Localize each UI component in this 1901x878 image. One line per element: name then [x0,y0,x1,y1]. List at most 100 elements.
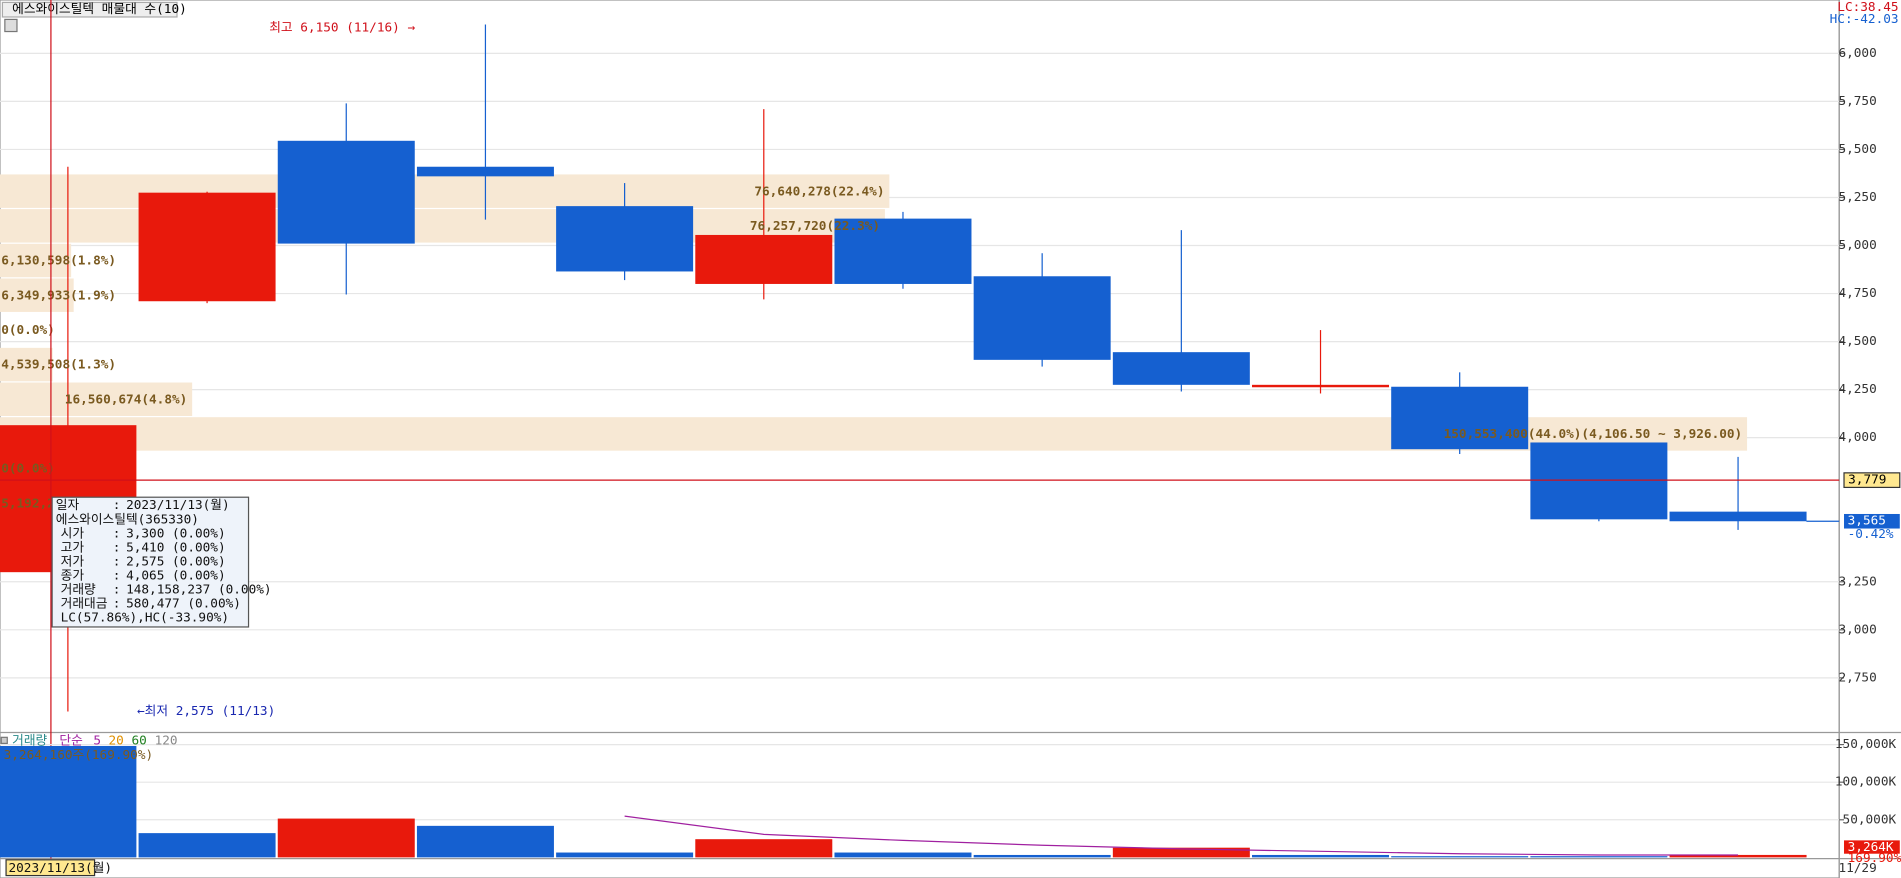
tooltip-value: 2,575 (0.00%) [126,554,226,569]
candle-body [695,234,833,284]
candle-body [277,140,415,244]
tooltip-key: 거래대금 [61,597,108,612]
y-tick-label: 5,000 [1838,238,1876,253]
current-price: 3,565 [1848,514,1886,529]
volume-bar [277,818,415,858]
legend-entry: 120 [155,733,178,748]
tooltip-sep: : [113,526,121,541]
current-change: -0.42% [1848,527,1894,542]
current-price-box [1844,513,1900,529]
y-tick-label: 5,250 [1838,190,1876,205]
volume-bar [1530,856,1668,858]
tooltip-box [51,496,250,628]
tooltip-key: 종가 [61,569,85,584]
volume-bar [416,825,554,858]
profile-label: 4,539,508(1.3%) [1,358,116,373]
y-tick-label: 150,000K [1835,737,1897,752]
y-tick-label: 3,000 [1838,622,1876,637]
y-tick-label: 4,250 [1838,382,1876,397]
profile-label: 76,640,278(22.4%) [754,184,884,199]
tooltip-sep: : [113,569,121,584]
volume-bar [1112,847,1250,858]
profile-label: 16,560,674(4.8%) [65,392,188,407]
x-tick-label: 11/29 [1838,861,1876,876]
tooltip-value: 2023/11/13(월) [126,498,230,513]
tooltip-value: 3,300 (0.00%) [126,526,226,541]
title-box [1,1,178,18]
crosshair-date: 2023/11/13(월) [8,861,112,876]
volume-bar [834,852,972,858]
tooltip-sep: : [113,583,121,598]
chart-title: 에스와이스틸텍 매물대 수(10) [12,2,187,17]
current-volume: 3,264K [1848,840,1894,855]
legend-entry: 거래량 [12,733,47,748]
tooltip-sep: : [113,498,121,513]
y-tick-label: 4,750 [1838,286,1876,301]
tool-icon[interactable] [4,18,18,33]
volume-bar [1252,854,1390,858]
volume-bar [138,833,276,858]
candle-body [138,192,276,302]
legend-entry: 60 [132,733,147,748]
tooltip-value: 580,477 (0.00%) [126,597,241,612]
volume-bar [556,852,694,858]
candle-body [973,276,1111,360]
y-tick-label: 5,500 [1838,142,1876,157]
profile-label: 0(0.0%) [1,323,55,338]
ma-line [624,815,1739,856]
crosshair-price-box [1843,472,1901,489]
y-tick-label: 2,750 [1838,670,1876,685]
profile-label: 76,257,720(22.3%) [750,219,880,234]
volume-bar [695,839,833,858]
current-volume-pct: 169.90% [1848,851,1901,866]
candle-body [1391,386,1529,450]
y-tick-label: 100,000K [1835,775,1897,790]
crosshair-price: 3,779 [1848,473,1886,488]
candle-body [1669,511,1807,522]
legend-entry: 20 [109,733,124,748]
tooltip-key: 거래량 [61,583,96,598]
volume-note: 3,264,160주(169.90%) [4,748,154,763]
profile-band [0,278,74,312]
tooltip-key: 일자 [56,498,80,513]
profile-band [0,243,72,278]
crosshair-date-box [5,859,96,877]
legend-entry: 5 [93,733,101,748]
hc-label: HC:-42.03 [1830,12,1899,27]
volume-bar [0,745,137,858]
candle-body [1530,442,1668,520]
tooltip-key: LC(57.86%),HC(-33.90%) [61,611,229,626]
y-tick-label: 5,750 [1838,94,1876,109]
profile-label: 6,349,933(1.9%) [1,288,116,303]
tooltip-value: 4,065 (0.00%) [126,569,226,584]
profile-label: 6,130,598(1.8%) [1,254,116,269]
legend-entry: 단순 [59,733,83,748]
volume-bar [1669,854,1807,858]
tooltip-sep: : [113,597,121,612]
candle-body [1112,352,1250,385]
volume-bar [973,854,1111,858]
current-volume-box [1844,840,1900,854]
profile-label: 0(0.0%) [1,462,55,477]
profile-label: 150,553,400(44.0%)(4,106.50 ~ 3,926.00) [1444,427,1743,442]
lc-label: LC:38.45 [1837,0,1898,15]
y-tick-label: 4,500 [1838,334,1876,349]
legend-icon [0,736,8,744]
candle-body [416,166,554,177]
tooltip-value: 5,410 (0.00%) [126,540,226,555]
tooltip-key: 시가 [61,526,85,541]
y-tick-label: 50,000K [1843,812,1897,827]
volume-bar [1391,856,1529,858]
y-tick-label: 6,000 [1838,46,1876,61]
high-note: 최고 6,150 (11/16) → [269,21,415,36]
low-note: ←최저 2,575 (11/13) [137,704,275,719]
candle-body [1252,384,1390,388]
tooltip-key: 저가 [61,554,85,569]
profile-band [0,347,53,382]
tooltip-key: 에스와이스틸텍(365330) [56,512,199,527]
tooltip-sep: : [113,540,121,555]
profile-band [0,382,193,416]
tooltip-key: 고가 [61,540,85,555]
candle-body [834,218,972,284]
